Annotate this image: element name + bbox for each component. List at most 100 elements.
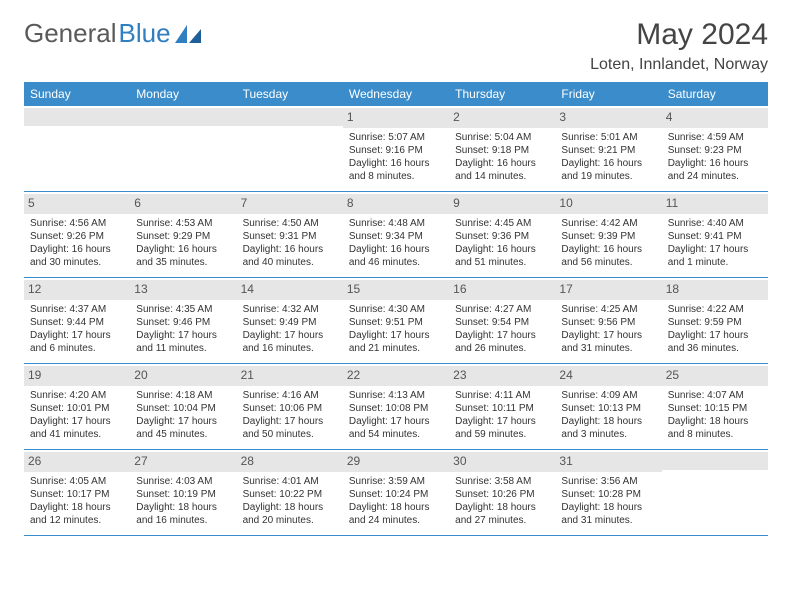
daylight-text: Daylight: 18 hours and 27 minutes. xyxy=(455,501,549,527)
day-number: 20 xyxy=(130,366,236,386)
sunrise-text: Sunrise: 5:07 AM xyxy=(349,131,443,144)
sunset-text: Sunset: 10:22 PM xyxy=(243,488,337,501)
daylight-text: Daylight: 16 hours and 8 minutes. xyxy=(349,157,443,183)
dow-cell: Sunday xyxy=(24,82,130,106)
day-cell: 9Sunrise: 4:45 AMSunset: 9:36 PMDaylight… xyxy=(449,192,555,278)
day-cell: 6Sunrise: 4:53 AMSunset: 9:29 PMDaylight… xyxy=(130,192,236,278)
sunset-text: Sunset: 10:08 PM xyxy=(349,402,443,415)
day-number: 30 xyxy=(449,452,555,472)
dow-cell: Thursday xyxy=(449,82,555,106)
sunset-text: Sunset: 9:18 PM xyxy=(455,144,549,157)
daylight-text: Daylight: 17 hours and 21 minutes. xyxy=(349,329,443,355)
day-cell: 21Sunrise: 4:16 AMSunset: 10:06 PMDaylig… xyxy=(237,364,343,450)
day-number xyxy=(130,108,236,126)
sunset-text: Sunset: 9:36 PM xyxy=(455,230,549,243)
sunset-text: Sunset: 9:54 PM xyxy=(455,316,549,329)
daylight-text: Daylight: 18 hours and 20 minutes. xyxy=(243,501,337,527)
day-cell: 14Sunrise: 4:32 AMSunset: 9:49 PMDayligh… xyxy=(237,278,343,364)
day-cell: 19Sunrise: 4:20 AMSunset: 10:01 PMDaylig… xyxy=(24,364,130,450)
day-number: 23 xyxy=(449,366,555,386)
daylight-text: Daylight: 16 hours and 40 minutes. xyxy=(243,243,337,269)
day-cell: 8Sunrise: 4:48 AMSunset: 9:34 PMDaylight… xyxy=(343,192,449,278)
dow-cell: Friday xyxy=(555,82,661,106)
day-number: 25 xyxy=(662,366,768,386)
sunset-text: Sunset: 10:19 PM xyxy=(136,488,230,501)
day-number: 24 xyxy=(555,366,661,386)
dow-cell: Wednesday xyxy=(343,82,449,106)
day-cell: 30Sunrise: 3:58 AMSunset: 10:26 PMDaylig… xyxy=(449,450,555,536)
day-number: 13 xyxy=(130,280,236,300)
daylight-text: Daylight: 18 hours and 12 minutes. xyxy=(30,501,124,527)
sunset-text: Sunset: 10:26 PM xyxy=(455,488,549,501)
day-cell: 13 Sunrise: 4:35 AMSunset: 9:46 PMDayligh… xyxy=(130,278,236,364)
day-number: 3 xyxy=(555,108,661,128)
logo-text-blue: Blue xyxy=(119,18,171,49)
sunrise-text: Sunrise: 4:42 AM xyxy=(561,217,655,230)
day-number: 9 xyxy=(449,194,555,214)
day-number: 18 xyxy=(662,280,768,300)
day-number: 12 xyxy=(24,280,130,300)
sunrise-text: Sunrise: 3:56 AM xyxy=(561,475,655,488)
day-cell xyxy=(24,106,130,192)
sunrise-text: Sunrise: 4:48 AM xyxy=(349,217,443,230)
logo-sail-icon xyxy=(175,25,201,43)
day-number: 6 xyxy=(130,194,236,214)
sunrise-text: Sunrise: 4:35 AM xyxy=(136,303,230,316)
sunrise-text: Sunrise: 4:30 AM xyxy=(349,303,443,316)
sunset-text: Sunset: 10:24 PM xyxy=(349,488,443,501)
logo: GeneralBlue xyxy=(24,18,201,49)
day-number xyxy=(237,108,343,126)
daylight-text: Daylight: 16 hours and 30 minutes. xyxy=(30,243,124,269)
calendar-grid: 1Sunrise: 5:07 AMSunset: 9:16 PMDaylight… xyxy=(24,106,768,536)
daylight-text: Daylight: 17 hours and 11 minutes. xyxy=(136,329,230,355)
dow-cell: Monday xyxy=(130,82,236,106)
daylight-text: Daylight: 18 hours and 3 minutes. xyxy=(561,415,655,441)
daylight-text: Daylight: 18 hours and 24 minutes. xyxy=(349,501,443,527)
day-cell: 15 Sunrise: 4:30 AMSunset: 9:51 PMDayligh… xyxy=(343,278,449,364)
day-number xyxy=(24,108,130,126)
month-title: May 2024 xyxy=(590,18,768,52)
day-number: 16 xyxy=(449,280,555,300)
day-cell: 1Sunrise: 5:07 AMSunset: 9:16 PMDaylight… xyxy=(343,106,449,192)
sunset-text: Sunset: 9:29 PM xyxy=(136,230,230,243)
day-cell: 23Sunrise: 4:11 AMSunset: 10:11 PMDaylig… xyxy=(449,364,555,450)
sunset-text: Sunset: 9:44 PM xyxy=(30,316,124,329)
sunrise-text: Sunrise: 4:25 AM xyxy=(561,303,655,316)
sunrise-text: Sunrise: 4:37 AM xyxy=(30,303,124,316)
day-number: 10 xyxy=(555,194,661,214)
daylight-text: Daylight: 16 hours and 19 minutes. xyxy=(561,157,655,183)
sunset-text: Sunset: 10:11 PM xyxy=(455,402,549,415)
day-cell xyxy=(237,106,343,192)
day-number: 19 xyxy=(24,366,130,386)
sunrise-text: Sunrise: 4:22 AM xyxy=(668,303,762,316)
daylight-text: Daylight: 16 hours and 46 minutes. xyxy=(349,243,443,269)
sunset-text: Sunset: 9:39 PM xyxy=(561,230,655,243)
day-number: 15 xyxy=(343,280,449,300)
day-cell: 16Sunrise: 4:27 AMSunset: 9:54 PMDayligh… xyxy=(449,278,555,364)
sunrise-text: Sunrise: 4:09 AM xyxy=(561,389,655,402)
day-cell xyxy=(130,106,236,192)
daylight-text: Daylight: 16 hours and 24 minutes. xyxy=(668,157,762,183)
title-block: May 2024 Loten, Innlandet, Norway xyxy=(590,18,768,74)
daylight-text: Daylight: 17 hours and 1 minute. xyxy=(668,243,762,269)
sunset-text: Sunset: 9:23 PM xyxy=(668,144,762,157)
sunrise-text: Sunrise: 4:20 AM xyxy=(30,389,124,402)
sunrise-text: Sunrise: 4:45 AM xyxy=(455,217,549,230)
sunset-text: Sunset: 10:28 PM xyxy=(561,488,655,501)
day-cell: 29Sunrise: 3:59 AMSunset: 10:24 PMDaylig… xyxy=(343,450,449,536)
day-cell: 20Sunrise: 4:18 AMSunset: 10:04 PMDaylig… xyxy=(130,364,236,450)
daylight-text: Daylight: 17 hours and 26 minutes. xyxy=(455,329,549,355)
sunrise-text: Sunrise: 4:13 AM xyxy=(349,389,443,402)
day-number: 11 xyxy=(662,194,768,214)
daylight-text: Daylight: 17 hours and 6 minutes. xyxy=(30,329,124,355)
day-number: 22 xyxy=(343,366,449,386)
day-cell: 18Sunrise: 4:22 AMSunset: 9:59 PMDayligh… xyxy=(662,278,768,364)
sunset-text: Sunset: 9:34 PM xyxy=(349,230,443,243)
sunset-text: Sunset: 9:51 PM xyxy=(349,316,443,329)
sunrise-text: Sunrise: 4:05 AM xyxy=(30,475,124,488)
daylight-text: Daylight: 18 hours and 16 minutes. xyxy=(136,501,230,527)
sunset-text: Sunset: 9:46 PM xyxy=(136,316,230,329)
day-number: 2 xyxy=(449,108,555,128)
day-cell: 27Sunrise: 4:03 AMSunset: 10:19 PMDaylig… xyxy=(130,450,236,536)
day-cell: 7Sunrise: 4:50 AMSunset: 9:31 PMDaylight… xyxy=(237,192,343,278)
